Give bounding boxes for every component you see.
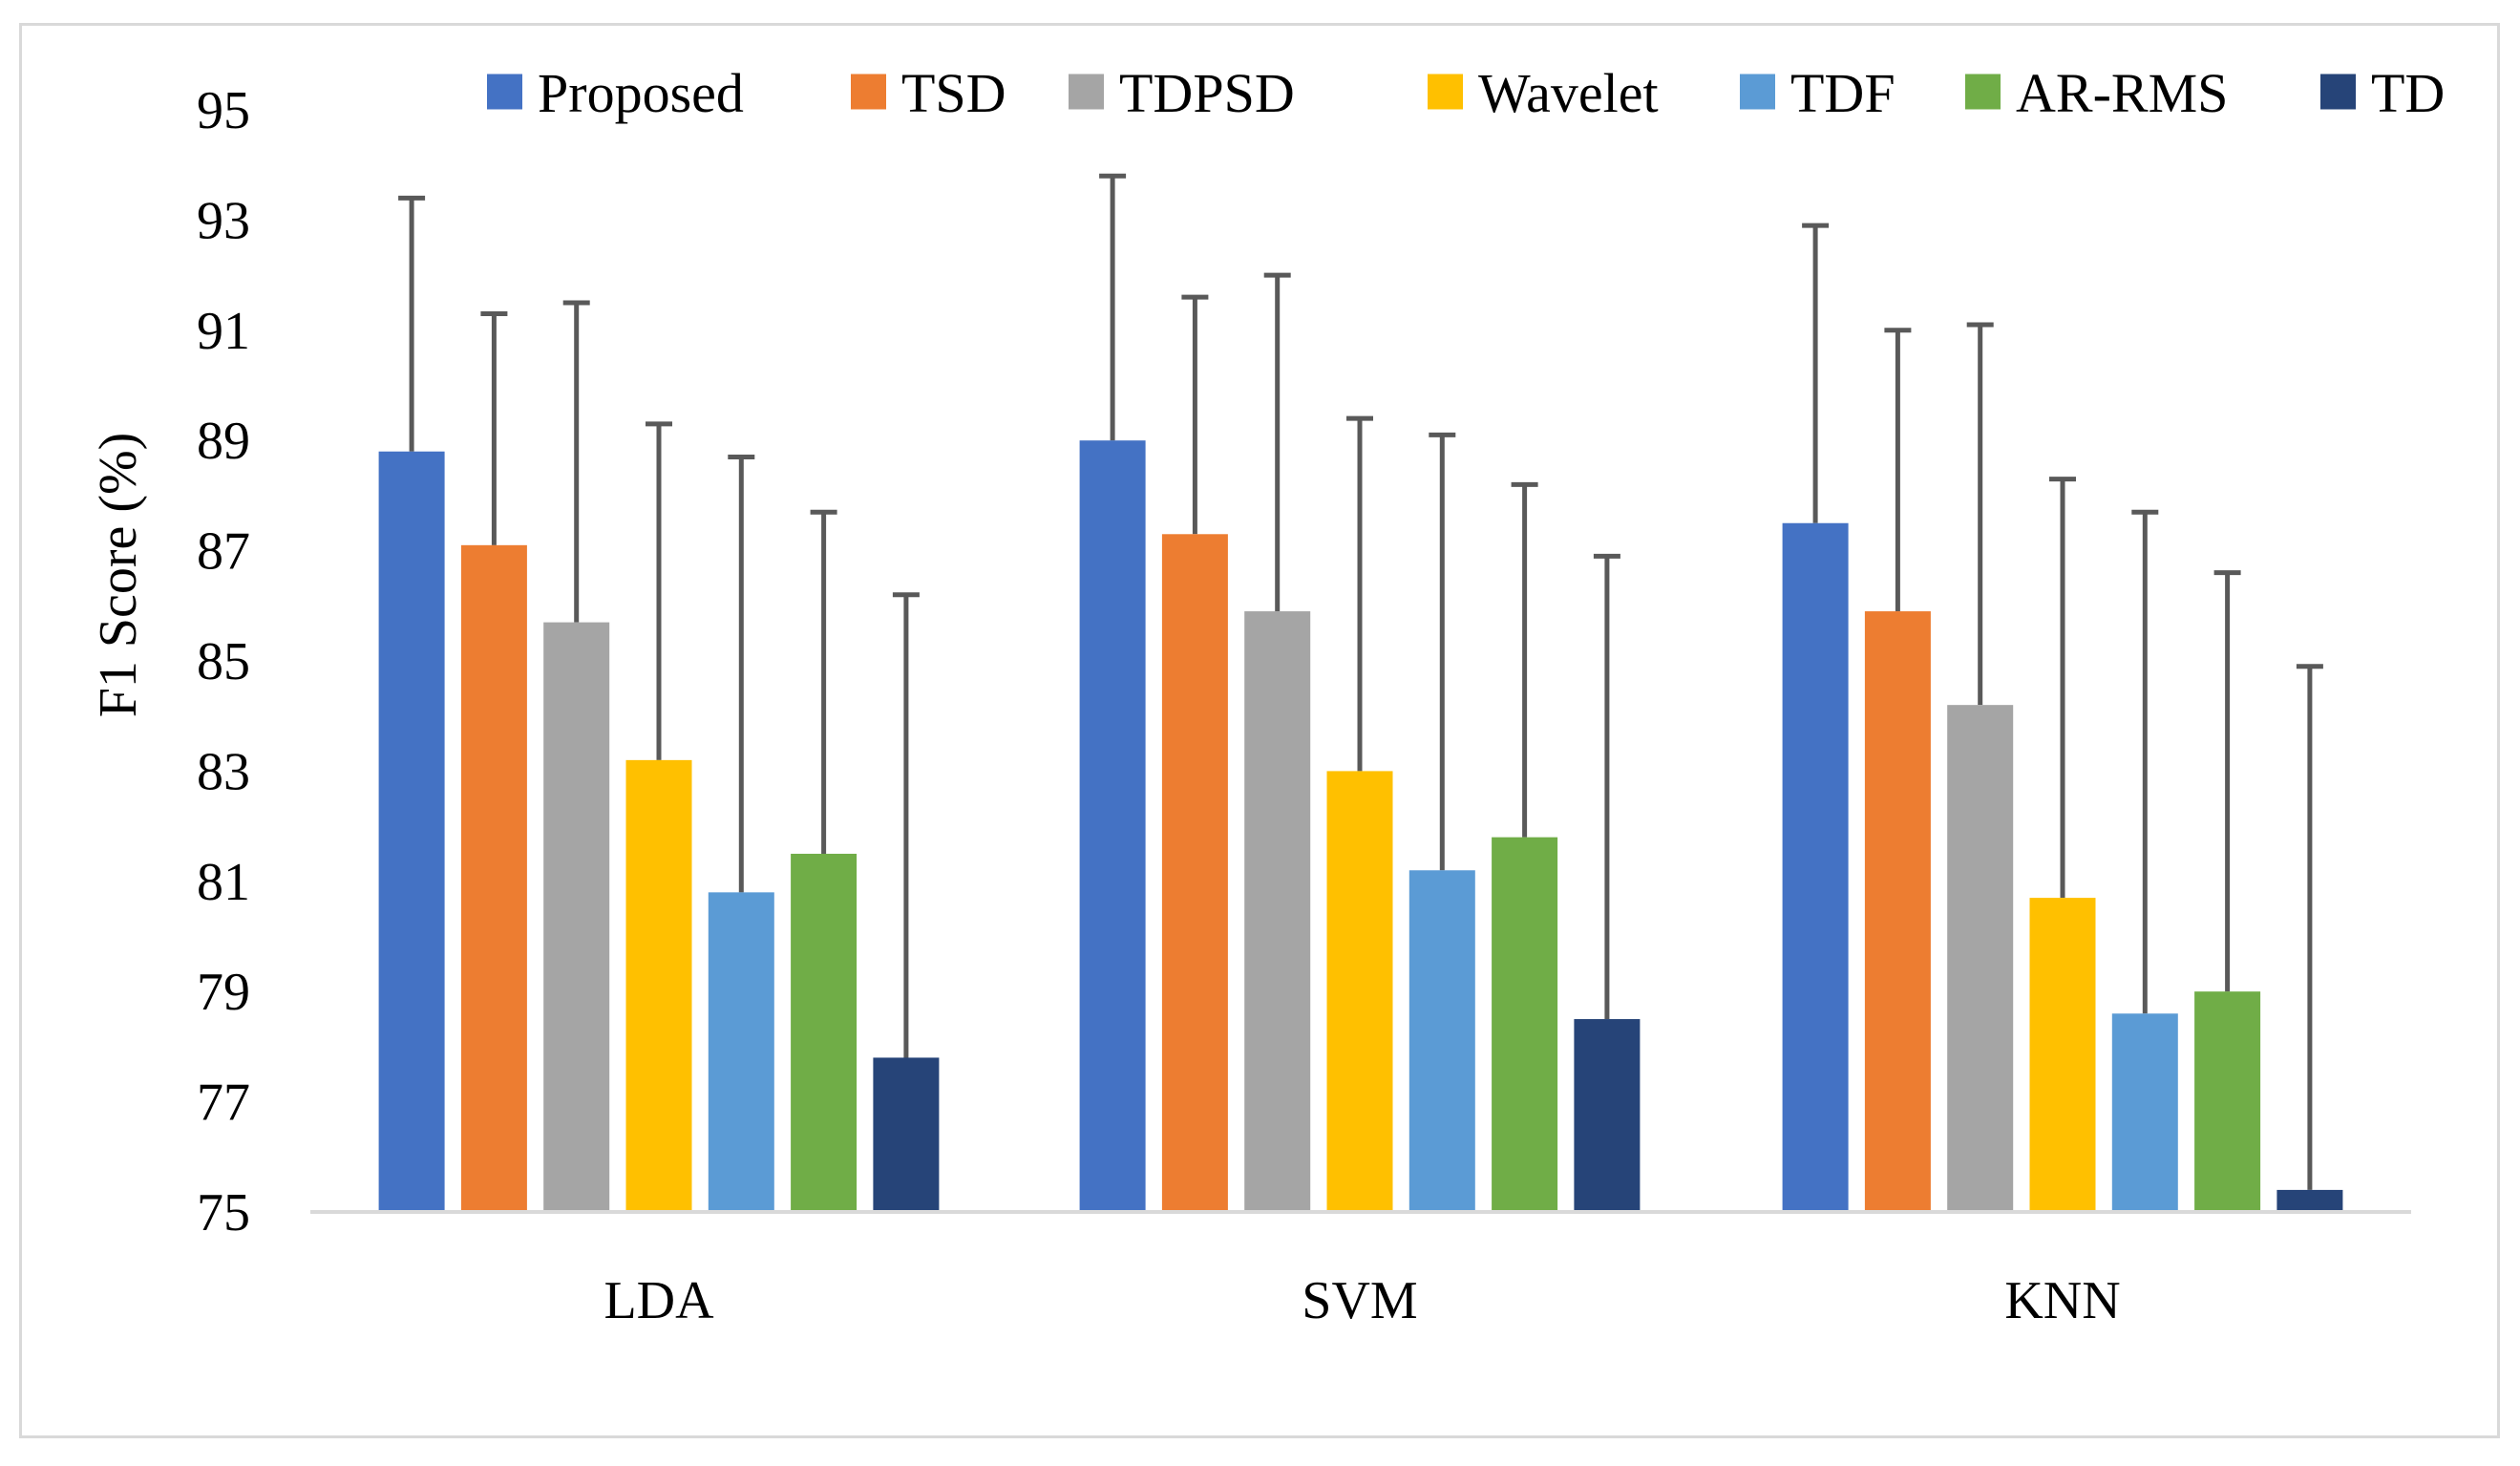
legend-label-tdf: TDF [1790,62,1895,124]
y-tick-label: 93 [197,191,250,250]
bar-ar-rms-lda [791,853,858,1212]
bar-ar-rms-knn [2194,991,2261,1212]
bar-tsd-svm [1161,534,1228,1212]
legend-label-wavelet: Wavelet [1478,62,1659,124]
y-tick-label: 81 [197,853,250,912]
bar-wavelet-knn [2029,898,2096,1212]
y-tick-label: 89 [197,412,250,471]
legend-label-td: TD [2371,62,2445,124]
y-tick-label: 79 [197,963,250,1022]
y-tick-label: 75 [197,1183,250,1243]
y-tick-label: 83 [197,742,250,801]
x-tick-label-lda: LDA [604,1271,714,1330]
x-tick-label-svm: SVM [1302,1271,1417,1330]
y-tick-label: 77 [197,1073,250,1133]
y-tick-label: 91 [197,302,250,361]
bar-tdf-lda [708,892,774,1212]
bar-ar-rms-svm [1492,837,1558,1212]
legend-swatch-proposed [487,74,522,110]
legend-swatch-td [2320,74,2356,110]
bar-tdf-knn [2111,1013,2178,1212]
bar-wavelet-svm [1326,771,1393,1212]
legend-swatch-wavelet [1428,74,1463,110]
legend-swatch-tdf [1740,74,1775,110]
bar-tdpsd-knn [1947,705,2014,1212]
bar-tdpsd-lda [543,622,610,1212]
legend-label-proposed: Proposed [538,62,744,124]
bar-td-svm [1574,1019,1641,1212]
bar-wavelet-lda [625,759,692,1212]
legend-swatch-ar-rms [1965,74,2001,110]
y-axis-title: F1 Score (%) [89,433,148,718]
legend-swatch-tsd [851,74,886,110]
y-tick-label: 85 [197,632,250,691]
bar-td-knn [2276,1189,2343,1212]
legend-label-tdpsd: TDPSD [1119,62,1295,124]
x-axis-labels: LDA SVM KNN [604,1271,2120,1330]
bar-proposed-knn [1782,522,1849,1212]
legend: Proposed TSD TDPSD Wavelet TDF AR-RMS TD [487,62,2445,124]
legend-swatch-tdpsd [1069,74,1104,110]
y-tick-label: 95 [197,81,250,140]
error-bars [398,173,2323,1190]
y-axis-ticks: 75 77 79 81 83 85 87 89 91 93 95 [197,81,250,1243]
y-axis-title-group: F1 Score (%) [89,433,148,718]
bar-tsd-knn [1864,611,1931,1212]
bar-tdpsd-svm [1244,611,1311,1212]
bar-tdf-svm [1408,870,1475,1212]
x-tick-label-knn: KNN [2004,1271,2120,1330]
bar-tsd-lda [460,544,527,1212]
legend-label-tsd: TSD [901,62,1006,124]
y-tick-label: 87 [197,522,250,582]
bar-td-lda [873,1057,940,1212]
legend-label-ar-rms: AR-RMS [2016,62,2228,124]
bar-proposed-lda [378,451,445,1212]
bar-proposed-svm [1079,440,1146,1212]
bars [378,440,2343,1212]
